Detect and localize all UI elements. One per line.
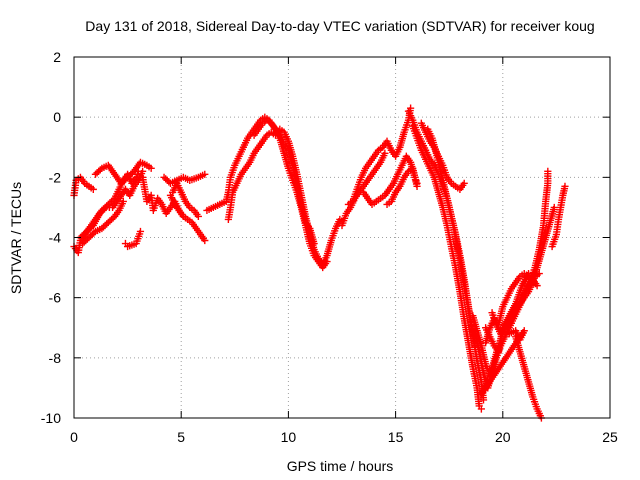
data-point [544,167,552,175]
y-tick-label: 2 [53,49,61,65]
data-point [533,282,541,290]
x-tick-label: 0 [70,429,78,445]
data-point [381,149,389,157]
data-point [323,257,331,266]
data-point [201,236,209,245]
data-point [119,197,127,205]
data-points [70,104,569,422]
data-point [310,239,318,248]
y-tick-label: -2 [49,169,62,185]
x-tick-labels: 0 5 10 15 20 25 [70,429,618,445]
data-point [535,270,543,278]
chart-title: Day 131 of 2018, Sidereal Day-to-day VTE… [85,18,594,34]
data-point [550,203,558,212]
y-axis-label: SDTVAR / TECUs [8,182,24,294]
data-point [90,229,98,237]
y-tick-label: -4 [49,230,62,246]
x-axis-label: GPS time / hours [287,458,394,474]
data-point [100,205,109,213]
x-tick-label: 5 [177,429,185,445]
grid-lines [74,57,610,418]
axis-ticks [73,56,611,419]
data-point [460,179,468,187]
y-tick-label: -6 [49,290,62,306]
y-tick-labels: 2 0 -2 -4 -6 -8 -10 [41,49,61,426]
y-tick-label: 0 [53,109,61,125]
data-point [413,179,421,187]
x-tick-label: 20 [495,429,511,445]
data-point [524,270,533,278]
data-point [139,167,147,175]
x-tick-label: 10 [281,429,297,445]
data-point [89,185,97,193]
data-point [194,212,202,221]
y-tick-label: -10 [41,410,61,426]
data-point [201,170,209,178]
data-point [136,227,145,236]
data-point [96,166,104,174]
data-point [477,405,485,413]
x-tick-label: 25 [602,429,618,445]
data-point [484,375,492,383]
data-point [147,164,155,172]
data-point [561,182,569,190]
data-point [336,215,344,224]
x-tick-label: 15 [388,429,404,445]
data-point [479,396,488,404]
y-tick-label: -8 [49,350,62,366]
